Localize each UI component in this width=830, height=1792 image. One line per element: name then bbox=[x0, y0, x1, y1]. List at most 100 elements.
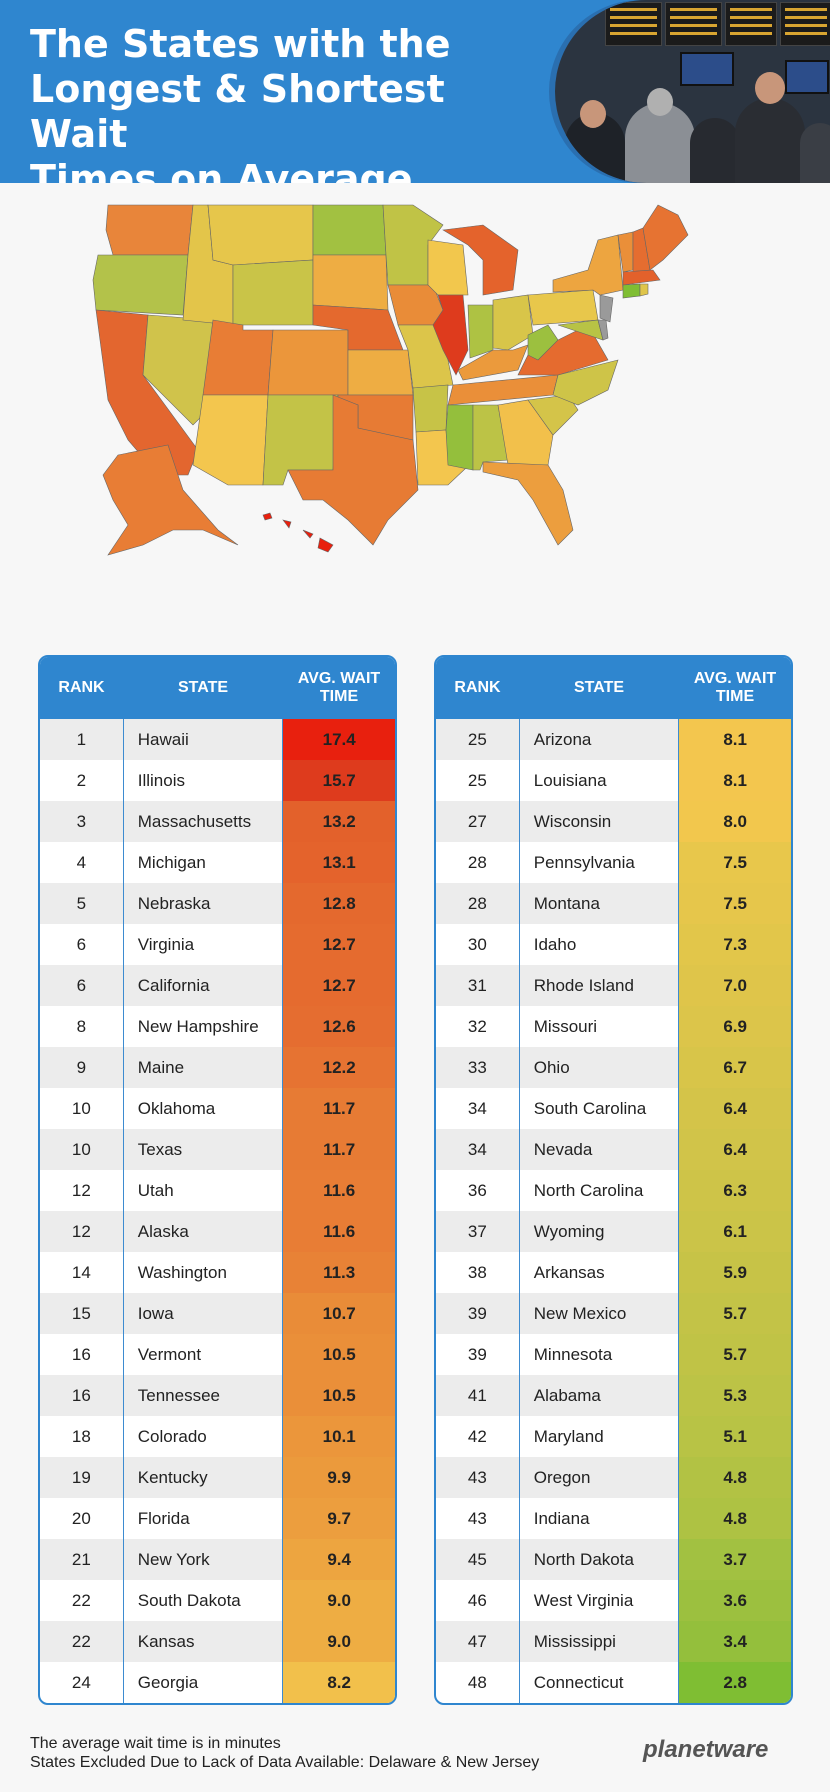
wait-time-cell: 5.1 bbox=[679, 1416, 791, 1457]
wait-time-cell: 4.8 bbox=[679, 1457, 791, 1498]
wait-time-cell: 12.7 bbox=[283, 965, 395, 1006]
table-row: 38 Arkansas 5.9 bbox=[436, 1252, 791, 1293]
table-row: 41 Alabama 5.3 bbox=[436, 1375, 791, 1416]
rank-cell: 28 bbox=[436, 842, 520, 883]
wait-time-cell: 8.0 bbox=[679, 801, 791, 842]
wait-time-cell: 13.1 bbox=[283, 842, 395, 883]
state-cell: Nebraska bbox=[124, 883, 284, 924]
state-column-header: STATE bbox=[177, 679, 229, 696]
wait-time-cell: 6.3 bbox=[679, 1170, 791, 1211]
rank-cell: 42 bbox=[436, 1416, 520, 1457]
state-cell: Maine bbox=[124, 1047, 284, 1088]
wait-time-cell: 6.9 bbox=[679, 1006, 791, 1047]
table-row: 16 Vermont 10.5 bbox=[40, 1334, 395, 1375]
rank-cell: 48 bbox=[436, 1662, 520, 1703]
rank-cell: 20 bbox=[40, 1498, 124, 1539]
table-row: 43 Indiana 4.8 bbox=[436, 1498, 791, 1539]
rank-cell: 34 bbox=[436, 1129, 520, 1170]
table-row: 30 Idaho 7.3 bbox=[436, 924, 791, 965]
map-state-mississippi bbox=[445, 404, 474, 471]
rank-cell: 25 bbox=[436, 719, 520, 760]
state-cell: Connecticut bbox=[520, 1662, 680, 1703]
rank-cell: 21 bbox=[40, 1539, 124, 1580]
wait-time-cell: 12.7 bbox=[283, 924, 395, 965]
map-state-arizona bbox=[192, 394, 269, 486]
wait-time-cell: 9.9 bbox=[283, 1457, 395, 1498]
state-cell: Georgia bbox=[124, 1662, 284, 1703]
rank-cell: 46 bbox=[436, 1580, 520, 1621]
state-cell: Florida bbox=[124, 1498, 284, 1539]
state-cell: Oregon bbox=[520, 1457, 680, 1498]
table-row: 27 Wisconsin 8.0 bbox=[436, 801, 791, 842]
rank-cell: 15 bbox=[40, 1293, 124, 1334]
wait-column-header: AVG. WAIT TIME bbox=[297, 670, 381, 705]
wait-time-cell: 12.8 bbox=[283, 883, 395, 924]
table-row: 18 Colorado 10.1 bbox=[40, 1416, 395, 1457]
wait-time-cell: 15.7 bbox=[283, 760, 395, 801]
wait-time-cell: 11.3 bbox=[283, 1252, 395, 1293]
state-cell: Illinois bbox=[124, 760, 284, 801]
table-header: RANK STATE AVG. WAIT TIME bbox=[40, 657, 395, 719]
map-state-rhode-island bbox=[639, 283, 649, 297]
map-state-washington bbox=[105, 204, 194, 256]
rank-cell: 27 bbox=[436, 801, 520, 842]
rank-cell: 31 bbox=[436, 965, 520, 1006]
state-cell: Arizona bbox=[520, 719, 680, 760]
table-row: 20 Florida 9.7 bbox=[40, 1498, 395, 1539]
map-state-west-virginia bbox=[527, 324, 559, 361]
map-state-kansas bbox=[347, 349, 414, 396]
table-row: 36 North Carolina 6.3 bbox=[436, 1170, 791, 1211]
state-cell: Nevada bbox=[520, 1129, 680, 1170]
rank-cell: 36 bbox=[436, 1170, 520, 1211]
rank-cell: 28 bbox=[436, 883, 520, 924]
wait-time-cell: 7.5 bbox=[679, 883, 791, 924]
table-row: 39 Minnesota 5.7 bbox=[436, 1334, 791, 1375]
map-state-arkansas bbox=[412, 384, 449, 433]
state-cell: Michigan bbox=[124, 842, 284, 883]
table-row: 12 Alaska 11.6 bbox=[40, 1211, 395, 1252]
rank-cell: 18 bbox=[40, 1416, 124, 1457]
state-cell: Wisconsin bbox=[520, 801, 680, 842]
wait-time-cell: 17.4 bbox=[283, 719, 395, 760]
table-row: 33 Ohio 6.7 bbox=[436, 1047, 791, 1088]
map-state-indiana bbox=[467, 304, 494, 359]
table-row: 34 Nevada 6.4 bbox=[436, 1129, 791, 1170]
wait-time-cell: 11.6 bbox=[283, 1211, 395, 1252]
map-state-connecticut bbox=[622, 283, 641, 299]
map-state-michigan bbox=[442, 224, 519, 296]
wait-time-cell: 6.4 bbox=[679, 1129, 791, 1170]
table-row: 5 Nebraska 12.8 bbox=[40, 883, 395, 924]
rank-cell: 16 bbox=[40, 1375, 124, 1416]
wait-time-cell: 8.1 bbox=[679, 719, 791, 760]
wait-time-cell: 9.7 bbox=[283, 1498, 395, 1539]
rank-cell: 1 bbox=[40, 719, 124, 760]
rank-cell: 6 bbox=[40, 965, 124, 1006]
state-cell: Alaska bbox=[124, 1211, 284, 1252]
state-cell: Montana bbox=[520, 883, 680, 924]
table-row: 37 Wyoming 6.1 bbox=[436, 1211, 791, 1252]
map-state-maine bbox=[642, 204, 689, 271]
state-cell: West Virginia bbox=[520, 1580, 680, 1621]
state-cell: Iowa bbox=[124, 1293, 284, 1334]
wait-time-cell: 10.5 bbox=[283, 1334, 395, 1375]
rank-cell: 22 bbox=[40, 1580, 124, 1621]
state-cell: Ohio bbox=[520, 1047, 680, 1088]
map-state-texas bbox=[287, 394, 419, 546]
rank-cell: 38 bbox=[436, 1252, 520, 1293]
map-state-oregon bbox=[92, 254, 189, 316]
map-state-wisconsin bbox=[427, 239, 469, 296]
wait-time-cell: 12.2 bbox=[283, 1047, 395, 1088]
map-state-south-dakota bbox=[312, 254, 389, 311]
wait-column-header: AVG. WAIT TIME bbox=[693, 670, 777, 705]
wait-time-cell: 7.3 bbox=[679, 924, 791, 965]
state-cell: New Mexico bbox=[520, 1293, 680, 1334]
table-row: 31 Rhode Island 7.0 bbox=[436, 965, 791, 1006]
table-row: 39 New Mexico 5.7 bbox=[436, 1293, 791, 1334]
map-state-kentucky bbox=[457, 344, 529, 381]
wait-time-cell: 13.2 bbox=[283, 801, 395, 842]
state-cell: Minnesota bbox=[520, 1334, 680, 1375]
wait-time-cell: 9.4 bbox=[283, 1539, 395, 1580]
table-row: 24 Georgia 8.2 bbox=[40, 1662, 395, 1703]
wait-time-cell: 10.7 bbox=[283, 1293, 395, 1334]
state-cell: Massachusetts bbox=[124, 801, 284, 842]
